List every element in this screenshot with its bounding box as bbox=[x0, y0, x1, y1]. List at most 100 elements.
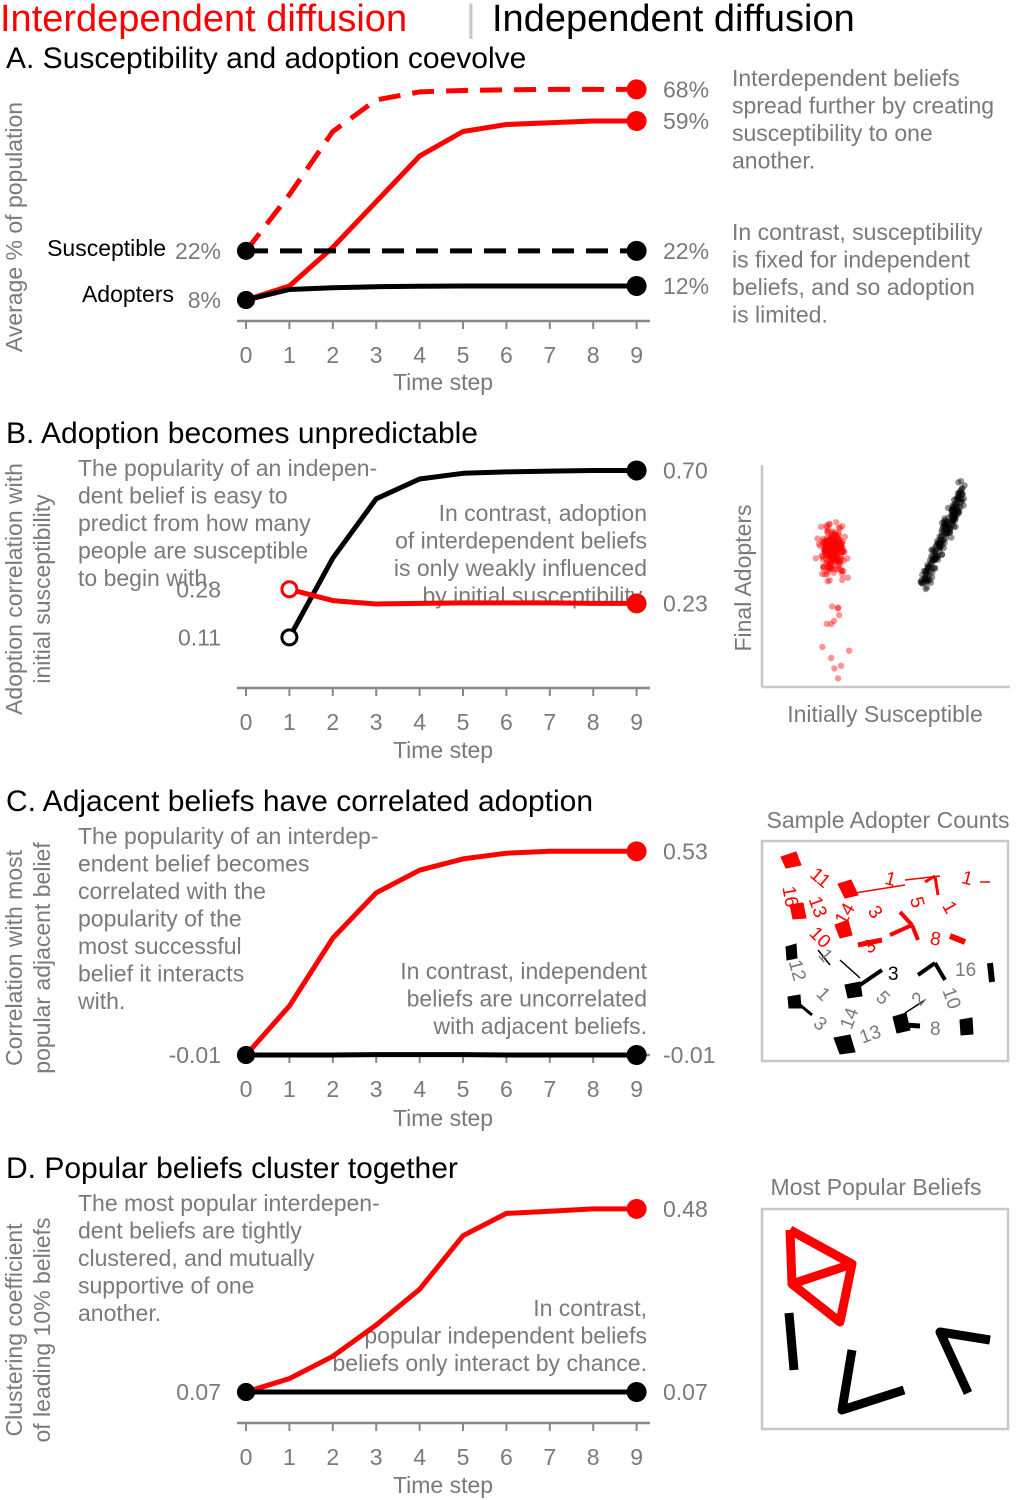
scatter-point bbox=[825, 537, 832, 544]
edge bbox=[910, 924, 920, 941]
scatter-point bbox=[832, 555, 839, 562]
annotation-line: In contrast, bbox=[533, 1295, 647, 1321]
panel-c-title: C. Adjacent beliefs have correlated adop… bbox=[6, 785, 593, 818]
scatter-point bbox=[922, 585, 929, 593]
edge bbox=[904, 999, 926, 1014]
x-tick-label: 9 bbox=[630, 1444, 643, 1470]
scatter-point bbox=[844, 555, 851, 562]
panel-b-x-ticks: 0 1 2 3 4 5 6 7 8 9 bbox=[240, 688, 643, 735]
scatter-point bbox=[823, 524, 830, 531]
scatter-point bbox=[937, 538, 944, 546]
x-tick-label: 8 bbox=[587, 709, 600, 735]
scatter-point bbox=[840, 567, 847, 575]
series-end-label: 68% bbox=[663, 76, 709, 102]
scatter-point bbox=[928, 547, 935, 554]
scatter-point bbox=[839, 576, 846, 584]
annotation-line: popular independent beliefs bbox=[364, 1323, 647, 1349]
scatter-point bbox=[829, 539, 837, 546]
network-counts-independent-labels: 12 1 1 3 14 13 5 2 10 16 3 8 bbox=[784, 945, 976, 1048]
scatter-point bbox=[833, 541, 840, 548]
scatter-point bbox=[955, 493, 962, 501]
scatter-point bbox=[819, 556, 827, 563]
x-tick-label: 5 bbox=[457, 342, 470, 368]
scatter-point bbox=[925, 564, 932, 571]
scatter-point bbox=[840, 548, 847, 556]
scatter-point bbox=[945, 514, 952, 521]
scatter-point bbox=[831, 542, 838, 549]
scatter-point bbox=[828, 564, 836, 571]
edge bbox=[817, 949, 831, 966]
scatter-point bbox=[823, 570, 831, 578]
scatter-point bbox=[844, 574, 851, 581]
scatter-point bbox=[831, 537, 839, 544]
edge bbox=[784, 1312, 799, 1371]
scatter-point bbox=[958, 499, 965, 506]
scatter-point bbox=[832, 544, 840, 551]
panel-a-row-label-adopters: Adopters bbox=[82, 281, 174, 307]
scatter-point bbox=[845, 647, 853, 654]
scatter-point bbox=[830, 558, 838, 565]
panel-d-note-interdependent: The most popular interdepen-dent beliefs… bbox=[78, 1190, 380, 1326]
panel-b-xlabel: Time step bbox=[393, 737, 493, 763]
scatter-point bbox=[928, 574, 936, 581]
scatter-point bbox=[951, 517, 958, 525]
scatter-point bbox=[814, 535, 821, 542]
scatter-point bbox=[830, 556, 837, 563]
scatter-point bbox=[823, 522, 830, 529]
scatter-point bbox=[944, 504, 952, 512]
scatter-point bbox=[834, 535, 841, 542]
scatter-point bbox=[921, 575, 929, 582]
scatter-point bbox=[838, 544, 845, 551]
x-tick-label: 7 bbox=[543, 1076, 556, 1102]
scatter-point bbox=[929, 565, 936, 572]
scatter-point bbox=[831, 537, 838, 544]
scatter-point bbox=[837, 553, 844, 560]
edge bbox=[948, 933, 967, 945]
scatter-point bbox=[922, 571, 930, 578]
scatter-point bbox=[827, 533, 834, 540]
annotation-line: The popularity of an interdep- bbox=[78, 823, 378, 849]
scatter-point bbox=[939, 523, 947, 531]
x-tick-label: 5 bbox=[457, 1444, 470, 1470]
scatter-point bbox=[936, 533, 943, 540]
panel-c-inset-network: Sample Adopter Counts 11 bbox=[760, 807, 1009, 1063]
scatter-point bbox=[833, 565, 840, 573]
scatter-point bbox=[832, 543, 839, 551]
scatter-point bbox=[946, 526, 954, 533]
scatter-point bbox=[940, 536, 948, 543]
scatter-point bbox=[940, 523, 947, 531]
node-count-label: 8 bbox=[930, 1019, 941, 1040]
scatter-point bbox=[941, 539, 948, 547]
scatter-point bbox=[837, 541, 844, 548]
scatter-point bbox=[957, 487, 964, 494]
x-tick-label: 3 bbox=[370, 1076, 383, 1102]
series-start-marker bbox=[237, 241, 255, 260]
panel-b-ylabel-line2: initial susceptibility bbox=[29, 494, 55, 684]
scatter-point bbox=[933, 554, 941, 562]
scatter-point bbox=[836, 544, 843, 551]
panel-d-xlabel: Time step bbox=[393, 1472, 493, 1498]
scatter-point bbox=[830, 535, 837, 542]
scatter-point bbox=[830, 536, 837, 543]
series-end-label: -0.01 bbox=[663, 1042, 715, 1068]
scatter-point bbox=[938, 528, 945, 535]
x-tick-label: 1 bbox=[283, 709, 296, 735]
scatter-point bbox=[826, 577, 833, 584]
node-arrow bbox=[959, 1017, 974, 1036]
scatter-point bbox=[960, 495, 968, 502]
panel-b-note-independent: The popularity of an indepen-dent belief… bbox=[78, 455, 377, 591]
node-count-label: 3 bbox=[863, 902, 886, 923]
x-tick-label: 3 bbox=[370, 342, 383, 368]
scatter-point bbox=[935, 543, 942, 550]
scatter-point bbox=[950, 507, 958, 514]
scatter-point bbox=[920, 567, 928, 575]
scatter-point bbox=[820, 563, 827, 571]
scatter-point bbox=[831, 553, 838, 560]
series-line-interdependent bbox=[244, 848, 637, 1057]
scatter-point bbox=[927, 560, 935, 567]
scatter-point bbox=[957, 488, 964, 495]
scatter-point bbox=[929, 569, 936, 576]
node-count-label: 10 bbox=[938, 985, 965, 1012]
scatter-point bbox=[937, 541, 944, 548]
edge bbox=[933, 961, 947, 982]
